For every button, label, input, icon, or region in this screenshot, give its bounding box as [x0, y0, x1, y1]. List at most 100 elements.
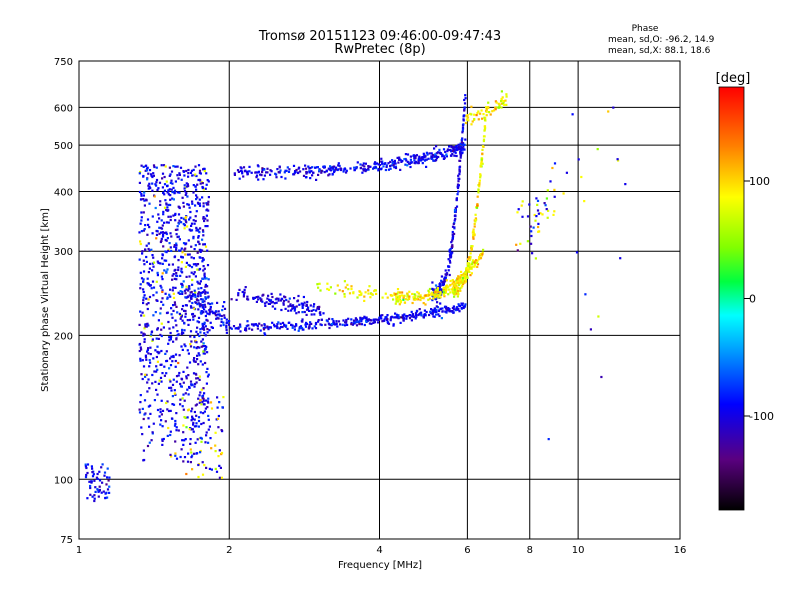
data-point [220, 476, 223, 479]
data-point [147, 271, 150, 274]
data-point [440, 275, 443, 278]
data-point [309, 321, 312, 324]
data-point [475, 206, 479, 209]
data-point [183, 187, 186, 190]
data-point [170, 355, 173, 358]
data-point [185, 285, 188, 288]
data-point [413, 293, 416, 296]
data-point [553, 195, 556, 198]
data-point [204, 296, 207, 299]
data-point [495, 106, 498, 109]
data-point [197, 178, 200, 182]
data-point [462, 305, 465, 308]
data-point [190, 222, 194, 225]
data-point [204, 399, 207, 402]
data-point [190, 297, 193, 300]
data-point [353, 169, 356, 172]
data-point [283, 323, 286, 326]
data-point [367, 292, 370, 295]
data-point [192, 372, 196, 375]
data-point [150, 287, 153, 290]
data-point [173, 244, 176, 247]
data-point [302, 328, 305, 331]
data-point [161, 257, 164, 260]
data-point [322, 165, 325, 168]
data-point [166, 185, 169, 188]
data-point [144, 164, 147, 168]
data-point [180, 332, 183, 336]
data-point [366, 319, 369, 322]
data-point [493, 109, 496, 112]
data-point [537, 212, 540, 215]
data-point [287, 305, 290, 308]
data-point [479, 252, 482, 256]
data-point [437, 155, 440, 159]
data-point [327, 167, 330, 170]
data-point [313, 313, 316, 316]
data-point [242, 166, 246, 169]
data-point [141, 359, 144, 362]
data-point [193, 314, 196, 318]
data-point [406, 292, 409, 295]
data-point [143, 199, 146, 202]
data-point [441, 307, 444, 310]
data-point [194, 291, 197, 294]
data-point [259, 173, 262, 176]
data-point [210, 326, 213, 329]
data-point [452, 149, 455, 152]
data-point [193, 360, 196, 363]
data-point [530, 242, 533, 245]
data-point [145, 244, 148, 247]
data-point [179, 382, 182, 386]
data-point [197, 416, 201, 419]
data-point [206, 291, 209, 294]
data-point [386, 314, 389, 317]
data-point [267, 328, 270, 331]
data-point [198, 202, 201, 205]
data-point [242, 175, 245, 178]
data-point [195, 422, 198, 425]
data-point [447, 285, 450, 288]
data-point [191, 295, 194, 298]
data-point [329, 169, 333, 172]
data-point [196, 263, 200, 266]
data-point [175, 233, 178, 236]
data-point [398, 291, 402, 294]
data-point [172, 304, 175, 307]
data-point [368, 322, 371, 325]
data-point [164, 199, 167, 202]
data-point [237, 170, 240, 173]
data-point [393, 166, 396, 169]
data-point [359, 163, 362, 166]
data-point [204, 217, 207, 220]
data-point [459, 154, 463, 157]
data-point [201, 277, 205, 280]
data-point [190, 451, 193, 454]
data-point [454, 151, 457, 154]
data-point [194, 295, 197, 298]
data-point [489, 113, 492, 116]
data-point [173, 389, 176, 392]
data-point [439, 302, 442, 305]
data-point [143, 413, 146, 416]
data-point [319, 311, 322, 314]
data-point [380, 157, 383, 160]
data-point [207, 401, 210, 404]
data-point [494, 100, 497, 103]
data-point [179, 249, 182, 252]
data-point [203, 219, 206, 223]
data-point [470, 272, 473, 275]
data-point [404, 157, 407, 161]
data-point [175, 244, 178, 247]
data-point [151, 215, 154, 218]
data-point [488, 111, 491, 114]
data-point [302, 168, 305, 171]
data-point [216, 301, 219, 304]
data-point [148, 365, 151, 368]
data-point [216, 417, 220, 420]
data-point [206, 208, 209, 211]
data-point [184, 292, 187, 295]
data-point [220, 429, 223, 432]
data-point [161, 278, 164, 281]
data-point [201, 473, 205, 476]
